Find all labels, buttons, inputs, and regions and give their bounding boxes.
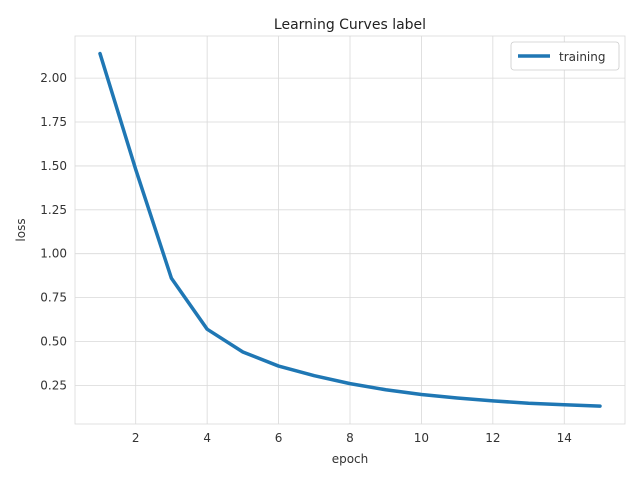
x-tick-label: 4 (203, 431, 211, 445)
series-line-training (98, 51, 602, 408)
grid-lines (75, 36, 625, 424)
x-tick-label: 8 (346, 431, 354, 445)
y-tick-label: 1.50 (40, 159, 67, 173)
tick-labels: 2 4 6 8 10 12 14 0.25 0.50 0.75 1.00 1.25 1.50 1.75 2.… (40, 71, 572, 445)
x-tick-label: 14 (557, 431, 572, 445)
y-tick-label: 0.25 (40, 378, 67, 392)
x-tick-label: 10 (414, 431, 429, 445)
legend: training (510, 41, 620, 71)
y-tick-label: 1.75 (40, 115, 67, 129)
legend-label-training: training (559, 50, 606, 64)
chart-title: Learning Curves label (274, 17, 426, 33)
x-tick-label: 6 (275, 431, 283, 445)
x-axis-label: epoch (332, 452, 369, 466)
x-tick-label: 2 (132, 431, 140, 445)
y-tick-label: 0.50 (40, 334, 67, 348)
legend-box (510, 41, 620, 71)
y-tick-label: 2.00 (40, 71, 67, 85)
series-lines (98, 51, 602, 408)
y-tick-label: 0.75 (40, 291, 67, 305)
y-tick-label: 1.25 (40, 203, 67, 217)
y-axis-label: loss (14, 218, 28, 241)
x-tick-label: 12 (485, 431, 500, 445)
y-tick-label: 1.00 (40, 247, 67, 261)
